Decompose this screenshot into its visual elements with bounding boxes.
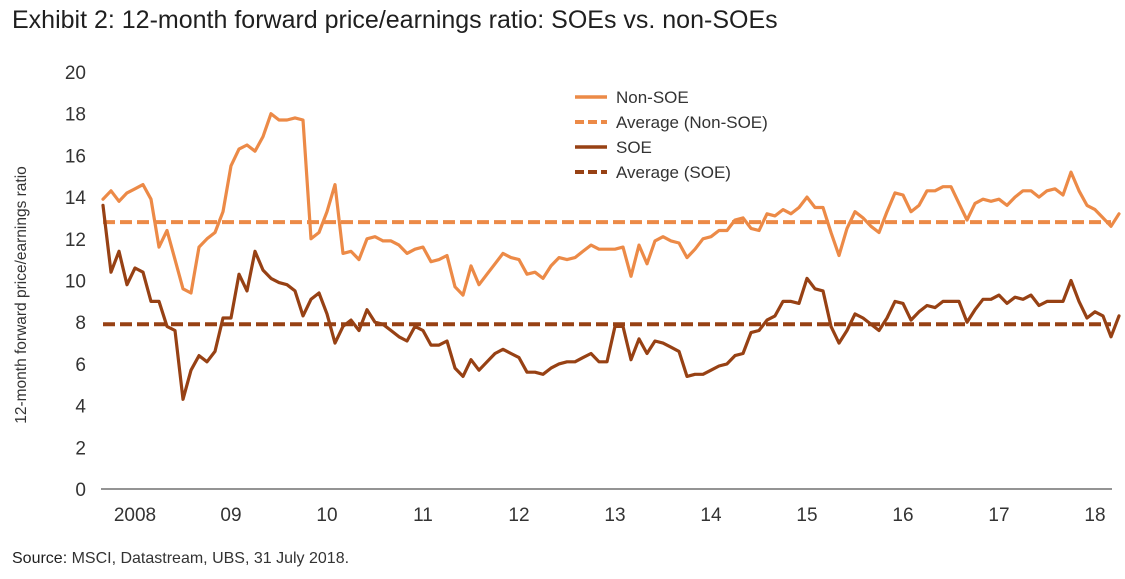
- y-tick-label: 4: [75, 397, 86, 418]
- legend: Non-SOE Average (Non-SOE) SOE Average (SOE): [575, 88, 768, 182]
- x-tick-label: 09: [220, 505, 241, 526]
- series-layer: [101, 112, 1121, 401]
- x-tick-label: 2008: [114, 505, 156, 526]
- y-tick-label: 0: [75, 480, 86, 501]
- source-note: Source: MSCI, Datastream, UBS, 31 July 2…: [12, 550, 349, 568]
- legend-label: Non-SOE: [616, 88, 689, 107]
- x-tick-label: 17: [988, 505, 1009, 526]
- y-tick-label: 18: [65, 105, 86, 126]
- y-axis-label: 12-month forward price/earnings ratio: [13, 166, 30, 424]
- x-axis-ticks: 2008 09 10 11 12 13 14 15 16 17 18: [114, 505, 1106, 526]
- y-tick-label: 6: [75, 355, 86, 376]
- series-line-soe: [101, 203, 1121, 401]
- legend-label: SOE: [616, 138, 652, 157]
- series-line-non-soe: [101, 112, 1121, 297]
- legend-label: Average (SOE): [616, 163, 731, 182]
- y-tick-label: 16: [65, 146, 86, 167]
- x-tick-label: 10: [316, 505, 337, 526]
- chart-title: Exhibit 2: 12-month forward price/earnin…: [12, 6, 778, 34]
- source-text: MSCI, Datastream, UBS, 31 July 2018.: [67, 550, 350, 567]
- y-tick-label: 8: [75, 313, 86, 334]
- x-tick-label: 12: [508, 505, 529, 526]
- x-tick-label: 14: [700, 505, 722, 526]
- y-tick-label: 2: [75, 438, 86, 459]
- y-tick-label: 12: [65, 230, 86, 251]
- x-tick-label: 18: [1084, 505, 1105, 526]
- source-label: Source:: [12, 550, 68, 567]
- x-tick-label: 16: [892, 505, 913, 526]
- x-tick-label: 13: [604, 505, 625, 526]
- x-tick-label: 15: [796, 505, 817, 526]
- y-tick-label: 14: [65, 188, 87, 209]
- y-axis-ticks: 0 2 4 6 8 10 12 14 16 18 20: [65, 63, 87, 501]
- y-tick-label: 10: [65, 272, 86, 293]
- x-tick-label: 11: [413, 505, 433, 526]
- legend-label: Average (Non-SOE): [616, 113, 768, 132]
- y-tick-label: 20: [65, 63, 86, 84]
